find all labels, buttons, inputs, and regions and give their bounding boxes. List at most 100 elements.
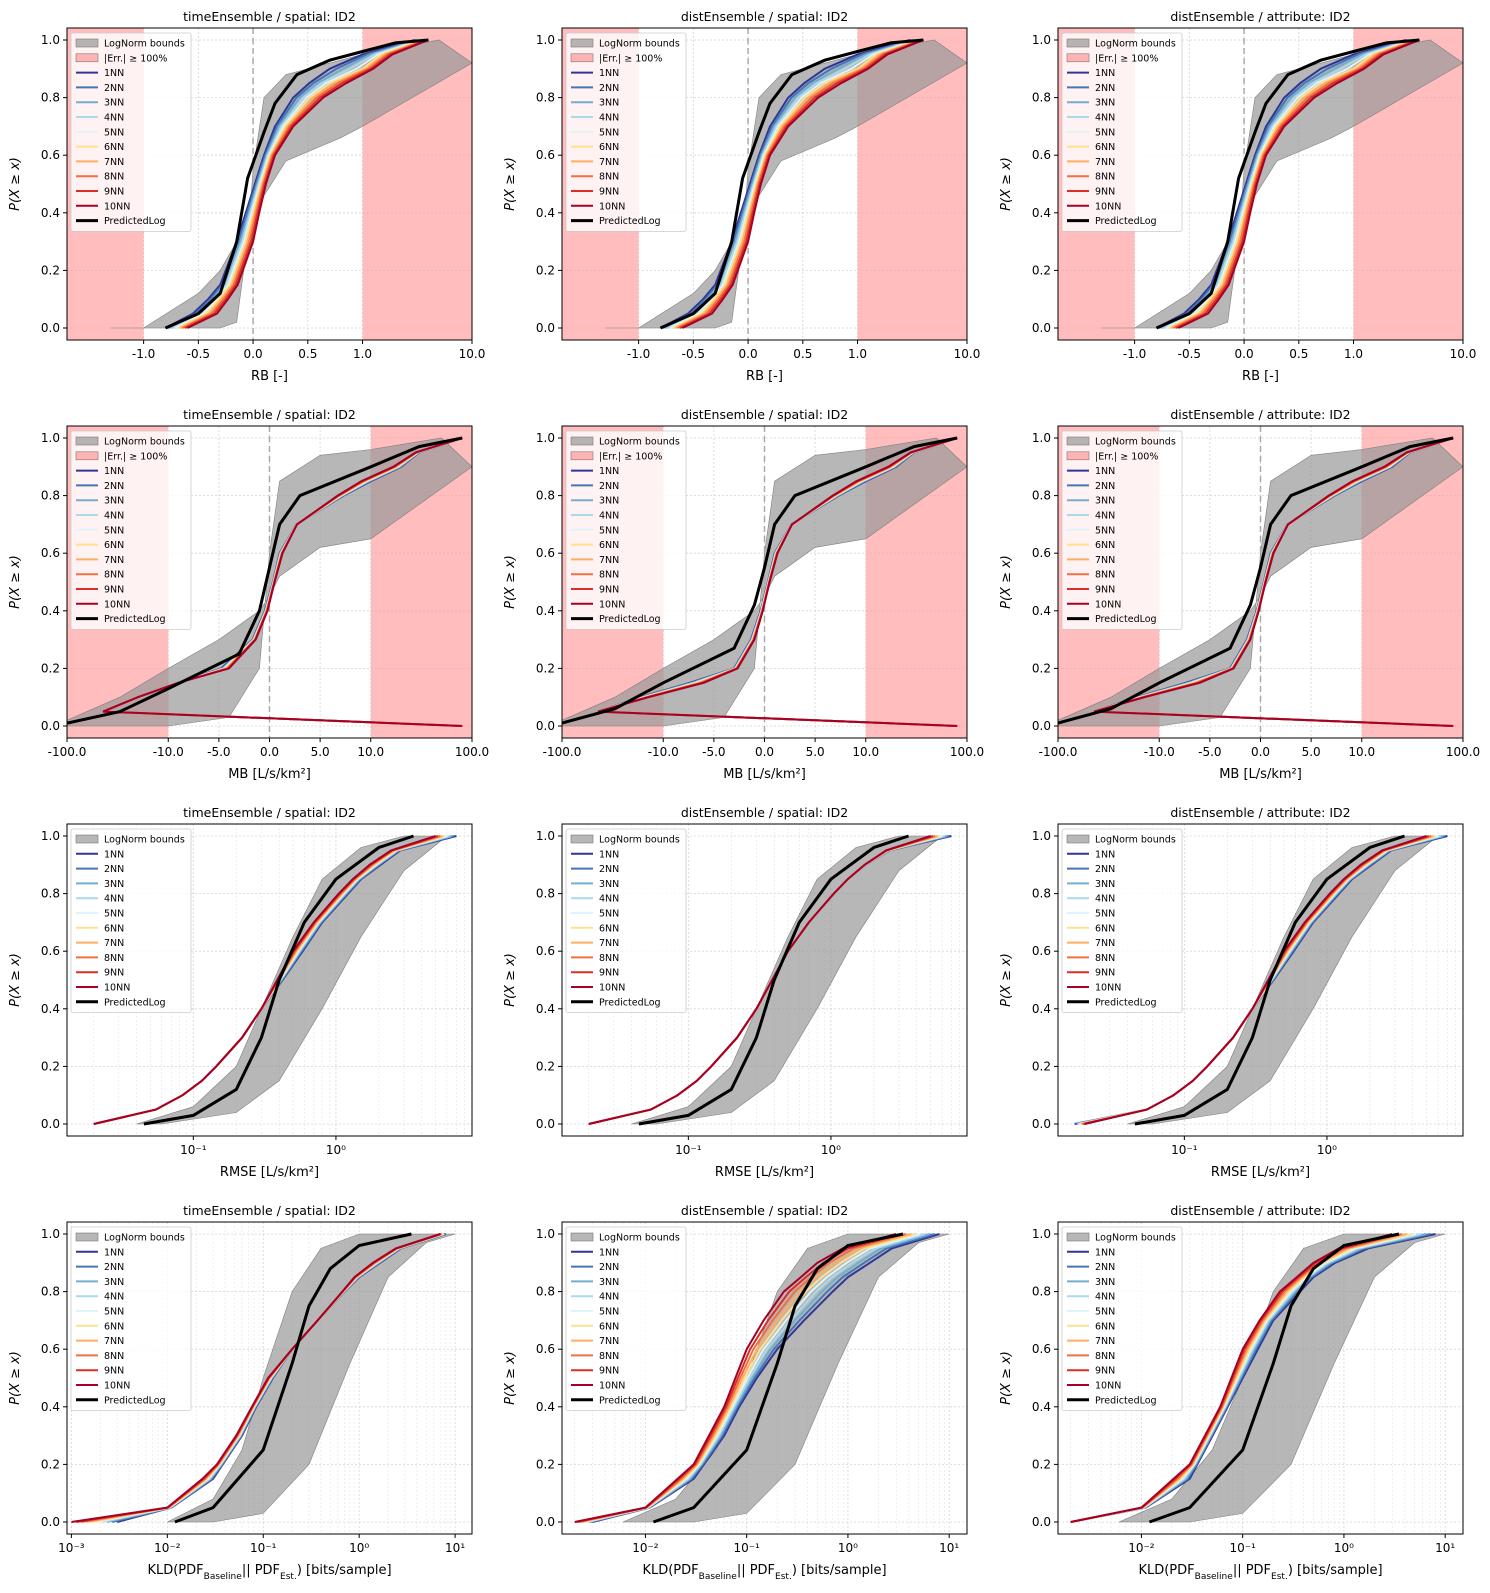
legend-label: 10NN	[104, 983, 130, 994]
legend-box	[1061, 828, 1183, 1014]
y-tick-label: 0.6	[41, 1342, 60, 1356]
x-axis-label-part: KLD(PDF	[147, 1563, 203, 1578]
series-9NN	[679, 39, 923, 329]
chart-title: timeEnsemble / spatial: ID2	[183, 805, 356, 820]
chart-title: distEnsemble / attribute: ID2	[1170, 9, 1350, 24]
x-axis-label-part: KLD(PDF	[1138, 1563, 1194, 1578]
y-tick-label: 0.4	[41, 206, 60, 220]
y-tick-label: 0.8	[1032, 887, 1051, 901]
legend-label: |Err.| ≥ 100%	[104, 451, 167, 462]
y-tick-label: 0.4	[41, 1400, 60, 1414]
y-tick-label: 0.4	[1032, 1002, 1051, 1016]
legend-swatch	[570, 1232, 594, 1242]
x-axis-label-part: KLD(PDF	[642, 1563, 698, 1578]
legend-label: 5NN	[599, 1307, 619, 1318]
x-axis-label-part: ) [bits/sample]	[792, 1563, 887, 1578]
legend-swatch	[75, 834, 99, 844]
series-10NN	[1177, 39, 1420, 329]
x-axis-label: KLD(PDFBaseline|| PDFEst.) [bits/sample]	[642, 1563, 886, 1582]
series-8NN	[1173, 39, 1418, 329]
y-tick-label: 0.6	[536, 546, 555, 560]
legend-label: 7NN	[104, 555, 124, 566]
axes-frame	[561, 1221, 968, 1535]
series-10NN	[186, 39, 429, 329]
y-tick-label: 0.8	[41, 887, 60, 901]
x-tick-label: -0.5	[1178, 347, 1201, 361]
legend-box	[70, 430, 192, 630]
x-tick-label: 10⁰	[1334, 1541, 1354, 1555]
legend-label: 9NN	[1095, 1366, 1115, 1377]
y-axis-label: P(X ≥ x)	[503, 555, 518, 609]
series-3NN	[169, 39, 419, 329]
legend-label: 2NN	[1095, 83, 1115, 94]
x-tick-label: 10⁰	[838, 1541, 858, 1555]
series-predicted	[164, 38, 429, 330]
legend-swatch	[75, 436, 99, 446]
y-tick-label: 0.4	[41, 1002, 60, 1016]
x-tick-label: 1.0	[848, 347, 867, 361]
legend-label: 3NN	[599, 879, 619, 890]
series-10NN	[1084, 835, 1427, 1125]
legend: LogNorm bounds 1NN 2NN 3NN 4NN 5NN 6NN 7NN 8NN 9N…	[70, 1226, 192, 1412]
series-predicted	[1134, 834, 1405, 1126]
legend-label: PredictedLog	[104, 216, 166, 227]
x-tick-label: -1.0	[627, 347, 650, 361]
legend-label: 4NN	[599, 113, 619, 124]
legend-label: 7NN	[104, 938, 124, 949]
x-axis-label-part: || PDF	[1233, 1563, 1271, 1578]
legend-label: 6NN	[1095, 923, 1115, 934]
x-tick-label: 0.0	[755, 745, 774, 759]
legend-label: 10NN	[104, 1381, 130, 1392]
legend-label: 4NN	[1095, 511, 1115, 522]
legend: LogNorm bounds 1NN 2NN 3NN 4NN 5NN 6NN 7NN 8NN 9N…	[565, 1226, 687, 1412]
x-tick-label: 10⁻²	[154, 1541, 181, 1555]
y-tick-label: 1.0	[1032, 829, 1051, 843]
series-8NN	[182, 39, 427, 329]
x-tick-label: 10.0	[954, 347, 981, 361]
series-predicted	[1148, 1232, 1400, 1524]
legend-label: 8NN	[104, 172, 124, 183]
legend-label: PredictedLog	[104, 1395, 166, 1406]
legend-label: 2NN	[104, 1262, 124, 1273]
series-10NN	[1070, 1233, 1393, 1523]
legend-label: 2NN	[599, 1262, 619, 1273]
y-tick-label: 0.8	[41, 91, 60, 105]
legend-label: 3NN	[104, 1277, 124, 1288]
y-tick-label: 0.8	[536, 489, 555, 503]
y-tick-label: 1.0	[536, 431, 555, 445]
legend-swatch	[570, 834, 594, 844]
y-tick-label: 0.8	[1032, 1285, 1051, 1299]
legend-label: 4NN	[599, 511, 619, 522]
x-axis-label-part: Est.	[1271, 1572, 1288, 1582]
legend-label: 4NN	[1095, 113, 1115, 124]
y-axis-label: P(X ≥ x)	[503, 1351, 518, 1405]
x-axis-label: RMSE [L/s/km²]	[220, 1165, 319, 1180]
legend-label: 1NN	[104, 1247, 124, 1258]
y-tick-label: 0.8	[536, 1285, 555, 1299]
series-10NN	[574, 1233, 897, 1523]
series-predicted	[174, 1232, 412, 1524]
legend-label: PredictedLog	[599, 1395, 661, 1406]
y-tick-label: 0.2	[536, 263, 555, 277]
x-axis-label-part: Baseline	[204, 1572, 243, 1582]
legend-label: 1NN	[599, 68, 619, 79]
legend-label: 10NN	[1095, 983, 1121, 994]
legend-label: 7NN	[104, 157, 124, 168]
x-axis-label: RB [-]	[251, 369, 288, 384]
y-tick-label: 0.2	[41, 1059, 60, 1073]
legend-label: |Err.| ≥ 100%	[599, 53, 662, 64]
legend-label: LogNorm bounds	[1095, 835, 1176, 846]
legend-label: LogNorm bounds	[599, 39, 680, 50]
legend-label: 3NN	[599, 98, 619, 109]
y-tick-label: 0.4	[536, 604, 555, 618]
legend-label: 8NN	[599, 953, 619, 964]
series-9NN	[184, 39, 428, 329]
legend-label: 9NN	[104, 585, 124, 596]
legend-label: 9NN	[599, 585, 619, 596]
x-tick-label: 10⁻³	[58, 1541, 85, 1555]
legend-label: 3NN	[104, 879, 124, 890]
legend-label: |Err.| ≥ 100%	[104, 53, 167, 64]
legend-label: 6NN	[1095, 540, 1115, 551]
legend-label: 4NN	[104, 1292, 124, 1303]
y-tick-label: 0.0	[536, 321, 555, 335]
